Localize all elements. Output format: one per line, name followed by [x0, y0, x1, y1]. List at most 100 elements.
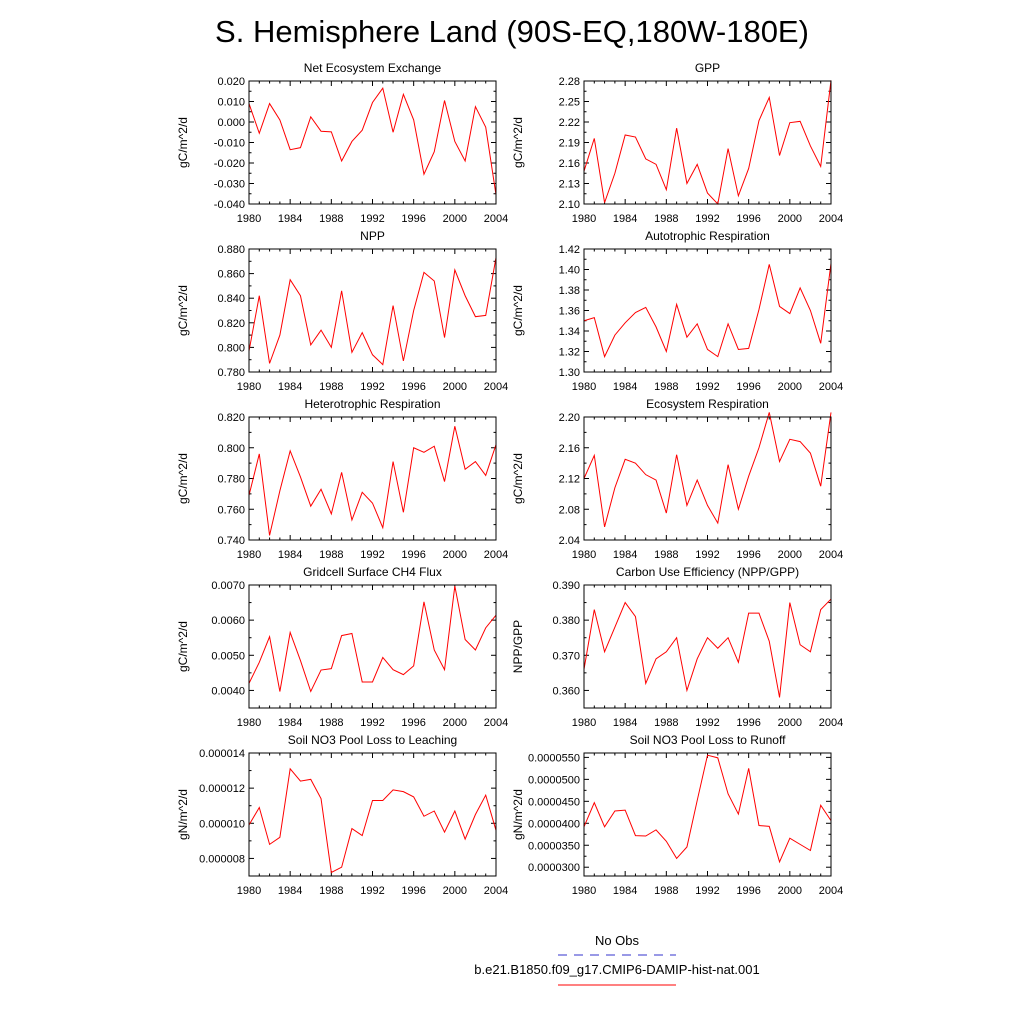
panel-7-ytick-label: 0.0050 [211, 650, 245, 662]
panel-6-ytick-label: 2.08 [559, 504, 580, 516]
panel-4-ytick-label: 1.34 [559, 326, 580, 338]
panel-3: NPP gC/m^2/d 1980 1984 1988 1992 1996 2000 2004 0… [176, 229, 508, 393]
panel-5-ytick-label: 0.740 [217, 535, 245, 547]
panel-1-xtick-label: 2000 [443, 213, 467, 225]
panel-7-xtick-label: 1988 [319, 717, 343, 729]
panel-1-ytick-label: -0.010 [214, 138, 245, 150]
panel-9-frame [248, 752, 497, 877]
panel-3-series-line [248, 257, 497, 366]
panel-5-ytick-label: 0.820 [217, 412, 245, 424]
panel-2-ytick-label: 2.13 [559, 179, 580, 191]
panel-5-xtick-label: 1988 [319, 549, 343, 561]
panel-4-title: Autotrophic Respiration [645, 229, 770, 243]
panel-4-xtick-label: 2004 [819, 381, 843, 393]
panel-3-frame [248, 248, 497, 373]
panel-7-xtick-label: 2004 [484, 717, 508, 729]
panel-1-xtick-label: 1988 [319, 213, 343, 225]
panels-group: Net Ecosystem Exchange gC/m^2/d 1980 1984 19… [176, 61, 843, 897]
panel-6-xtick-label: 2004 [819, 549, 843, 561]
panel-6-frame [583, 416, 832, 541]
panel-5: Heterotrophic Respiration gC/m^2/d 1980 198… [176, 397, 508, 561]
panel-9-ytick-label: 0.000012 [199, 783, 245, 795]
panel-1: Net Ecosystem Exchange gC/m^2/d 1980 1984 19… [176, 61, 508, 225]
panel-8-ylabel: NPP/GPP [511, 620, 525, 673]
panel-2-series-line [583, 80, 832, 206]
panel-7-title: Gridcell Surface CH4 Flux [303, 565, 442, 579]
panel-2-ylabel: gC/m^2/d [511, 117, 525, 168]
panel-4-ytick-label: 1.38 [559, 285, 580, 297]
panel-3-ytick-label: 0.820 [217, 318, 245, 330]
panel-6-title: Ecosystem Respiration [646, 397, 769, 411]
panel-4-series-line [583, 263, 832, 359]
panel-2-ytick-label: 2.28 [559, 76, 580, 88]
panel-3-xtick-label: 1984 [278, 381, 302, 393]
panel-3-ytick-label: 0.800 [217, 342, 245, 354]
panel-7-series-line [248, 585, 497, 693]
panel-10-ylabel: gN/m^2/d [511, 789, 525, 840]
panel-5-xtick-label: 2004 [484, 549, 508, 561]
panel-7-xtick-label: 1980 [237, 717, 261, 729]
panel-5-frame [248, 416, 497, 541]
panel-7-ytick-label: 0.0060 [211, 615, 245, 627]
panel-10-xtick-label: 2000 [778, 885, 802, 897]
panel-10-ytick-label: 0.0000300 [528, 862, 580, 874]
panel-3-title: NPP [360, 229, 385, 243]
panel-1-frame [248, 80, 497, 205]
panel-2-ytick-label: 2.10 [559, 199, 580, 211]
panel-5-ytick-label: 0.800 [217, 443, 245, 455]
panel-2-ytick-label: 2.25 [559, 97, 580, 109]
panel-9-series-line [248, 767, 497, 874]
panel-5-xtick-label: 1980 [237, 549, 261, 561]
panel-7-ylabel: gC/m^2/d [176, 621, 190, 672]
panel-1-ylabel: gC/m^2/d [176, 117, 190, 168]
panel-10-ytick-label: 0.0000450 [528, 796, 580, 808]
panel-5-xtick-label: 1996 [401, 549, 425, 561]
panel-4: Autotrophic Respiration gC/m^2/d 1980 1984 1… [511, 229, 843, 393]
panel-7-frame [248, 584, 497, 709]
panel-3-ytick-label: 0.840 [217, 293, 245, 305]
panel-4-frame [583, 248, 832, 373]
panel-6-xtick-label: 1992 [695, 549, 719, 561]
panel-10-xtick-label: 1992 [695, 885, 719, 897]
panel-10-xtick-label: 1984 [613, 885, 637, 897]
legend: No Obs b.e21.B1850.f09_g17.CMIP6-DAMIP-h… [474, 933, 760, 986]
panel-9-title: Soil NO3 Pool Loss to Leaching [288, 733, 457, 747]
panel-9-ytick-label: 0.000008 [199, 853, 245, 865]
figure-title: S. Hemisphere Land (90S-EQ,180W-180E) [215, 14, 809, 49]
panel-1-xtick-label: 1980 [237, 213, 261, 225]
panel-8-xtick-label: 1996 [736, 717, 760, 729]
panel-7-xtick-label: 1996 [401, 717, 425, 729]
panel-6-xtick-label: 1984 [613, 549, 637, 561]
panel-9-xtick-label: 1988 [319, 885, 343, 897]
panel-3-xtick-label: 1992 [360, 381, 384, 393]
legend-model-label: b.e21.B1850.f09_g17.CMIP6-DAMIP-hist-nat… [474, 962, 759, 977]
panel-2-xtick-label: 1988 [654, 213, 678, 225]
panel-5-ytick-label: 0.780 [217, 474, 245, 486]
panel-5-ytick-label: 0.760 [217, 504, 245, 516]
panel-6-ytick-label: 2.16 [559, 443, 580, 455]
panel-9-xtick-label: 1984 [278, 885, 302, 897]
panel-9-ytick-label: 0.000010 [199, 818, 245, 830]
panel-2-ytick-label: 2.19 [559, 138, 580, 150]
panel-5-xtick-label: 1992 [360, 549, 384, 561]
panel-4-xtick-label: 1980 [572, 381, 596, 393]
panel-3-xtick-label: 2004 [484, 381, 508, 393]
panel-8-xtick-label: 2004 [819, 717, 843, 729]
panel-1-xtick-label: 1996 [401, 213, 425, 225]
panel-2-xtick-label: 1980 [572, 213, 596, 225]
panel-8-xtick-label: 1984 [613, 717, 637, 729]
panel-7: Gridcell Surface CH4 Flux gC/m^2/d 1980 198… [176, 565, 508, 729]
panel-10-ytick-label: 0.0000500 [528, 774, 580, 786]
panel-10-ytick-label: 0.0000550 [528, 752, 580, 764]
panel-9-xtick-label: 2004 [484, 885, 508, 897]
panel-6-xtick-label: 1980 [572, 549, 596, 561]
panel-6-series-line [583, 412, 832, 528]
panel-8-xtick-label: 1988 [654, 717, 678, 729]
panel-4-ytick-label: 1.42 [559, 244, 580, 256]
panel-2-xtick-label: 2004 [819, 213, 843, 225]
panel-4-xtick-label: 2000 [778, 381, 802, 393]
panel-3-xtick-label: 1996 [401, 381, 425, 393]
panel-4-xtick-label: 1984 [613, 381, 637, 393]
panel-3-ylabel: gC/m^2/d [176, 285, 190, 336]
